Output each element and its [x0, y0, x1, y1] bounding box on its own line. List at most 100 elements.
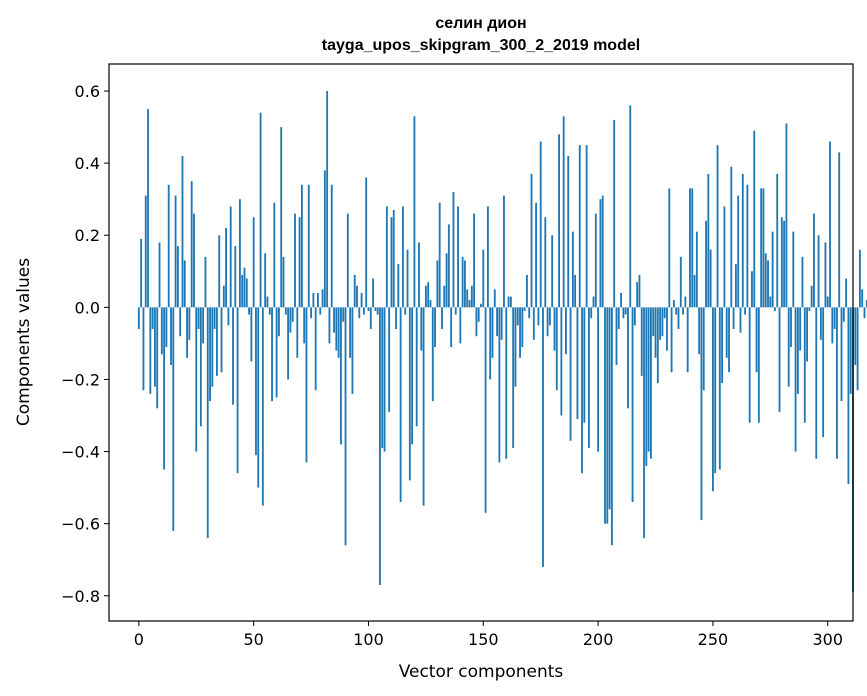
- bar-component-297: [819, 307, 822, 340]
- bar-component-203: [604, 307, 606, 524]
- bar-component-207: [613, 119, 616, 308]
- bar-component-154: [491, 307, 494, 358]
- bar-component-42: [234, 246, 237, 308]
- bar-component-204: [606, 307, 609, 524]
- bar-component-52: [257, 307, 260, 488]
- bar-component-47: [245, 278, 248, 308]
- bar-component-82: [326, 91, 329, 308]
- bar-component-131: [438, 202, 441, 308]
- bar-component-211: [622, 307, 625, 319]
- bar-component-124: [422, 307, 425, 506]
- bar-component-200: [597, 307, 600, 452]
- bar-component-65: [287, 307, 290, 380]
- bar-component-244: [698, 307, 701, 355]
- bar-component-256: [725, 307, 728, 358]
- bar-component-268: [753, 130, 756, 308]
- x-tick-label: 150: [468, 630, 499, 649]
- bar-component-251: [714, 307, 717, 474]
- bar-component-79: [319, 307, 322, 315]
- bar-component-171: [530, 173, 533, 308]
- bar-component-83: [328, 307, 331, 344]
- bar-component-229: [663, 307, 666, 319]
- bar-component-122: [418, 242, 420, 308]
- bar-component-206: [610, 307, 613, 546]
- bar-component-155: [493, 289, 496, 308]
- bar-component-292: [808, 307, 811, 311]
- bar-component-167: [521, 307, 524, 348]
- bar-component-48: [248, 307, 250, 315]
- bar-component-317: [865, 300, 867, 308]
- bar-component-14: [170, 307, 172, 366]
- bar-component-116: [404, 307, 407, 315]
- bar-component-159: [503, 195, 505, 308]
- bar-component-46: [243, 267, 246, 308]
- bar-component-295: [815, 307, 818, 459]
- bar-component-177: [544, 217, 547, 308]
- bar-component-313: [856, 307, 859, 391]
- bar-component-138: [454, 307, 457, 315]
- bar-component-277: [774, 307, 776, 311]
- bar-component-285: [792, 231, 795, 308]
- bar-component-314: [858, 249, 861, 308]
- bar-component-209: [617, 307, 620, 329]
- bar-component-5: [149, 307, 152, 394]
- bar-component-305: [838, 152, 841, 308]
- bar-component-294: [813, 213, 815, 308]
- bar-component-274: [767, 260, 769, 308]
- bar-component-148: [477, 307, 480, 322]
- bar-component-11: [163, 307, 166, 470]
- bar-component-254: [721, 307, 724, 384]
- bar-component-262: [739, 307, 742, 333]
- x-tick-label: 0: [134, 630, 144, 649]
- bar-component-236: [679, 256, 682, 308]
- bar-component-290: [803, 307, 806, 423]
- bar-component-214: [629, 105, 632, 308]
- bar-component-75: [310, 307, 312, 319]
- bar-component-126: [427, 282, 430, 308]
- bar-component-133: [443, 285, 446, 308]
- bar-component-153: [489, 307, 492, 380]
- bar-component-56: [266, 296, 269, 308]
- bar-component-142: [464, 260, 466, 308]
- bar-component-179: [548, 307, 551, 326]
- bar-component-310: [849, 307, 852, 394]
- bar-component-233: [672, 300, 675, 308]
- bar-component-165: [516, 307, 519, 326]
- bar-component-271: [760, 188, 763, 308]
- bar-component-193: [581, 307, 583, 474]
- bar-component-255: [723, 206, 726, 308]
- bar-component-2: [142, 307, 145, 391]
- bar-component-23: [190, 181, 193, 308]
- bar-component-141: [461, 256, 464, 308]
- bar-component-43: [236, 307, 239, 474]
- bar-component-127: [429, 300, 432, 308]
- bar-component-287: [796, 307, 799, 394]
- bar-component-143: [466, 289, 469, 308]
- bar-component-180: [551, 235, 554, 308]
- bar-component-105: [379, 307, 381, 585]
- bar-component-20: [183, 260, 186, 308]
- bar-component-269: [755, 307, 758, 373]
- bar-component-261: [737, 195, 740, 308]
- bar-component-188: [569, 307, 572, 441]
- bar-component-107: [383, 307, 386, 452]
- bar-component-187: [567, 155, 570, 308]
- bar-component-103: [374, 307, 377, 311]
- bar-component-312: [854, 307, 857, 366]
- bar-component-221: [645, 307, 648, 466]
- plot-area-frame: [108, 63, 854, 622]
- bar-component-119: [411, 307, 414, 445]
- bar-component-26: [197, 307, 200, 329]
- bar-component-58: [271, 307, 273, 402]
- bar-component-218: [638, 274, 641, 308]
- bar-component-149: [480, 303, 482, 308]
- bar-component-35: [218, 235, 221, 308]
- bar-component-176: [542, 307, 544, 567]
- bar-component-185: [562, 116, 565, 308]
- bar-component-9: [158, 242, 161, 308]
- bar-component-113: [397, 264, 400, 308]
- bar-component-170: [528, 307, 531, 319]
- bar-component-128: [431, 307, 434, 402]
- y-tick-label: 0.0: [75, 298, 100, 317]
- bar-component-137: [452, 191, 455, 308]
